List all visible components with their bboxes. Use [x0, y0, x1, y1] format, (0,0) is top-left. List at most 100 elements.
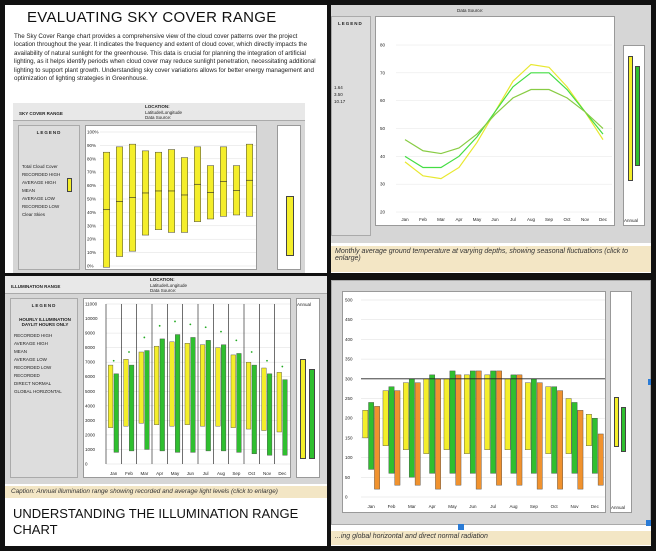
rad-bar-orange — [394, 390, 401, 486]
y-tick-label: 500 — [345, 298, 353, 303]
sky-cover-chart-frame[interactable]: SKY COVER RANGE LOCATION: Latitude/Longi… — [13, 103, 305, 273]
month-label: Jun — [491, 217, 499, 222]
sky-annual-chart — [277, 125, 301, 270]
gt-legend-title: LEGEND — [338, 21, 363, 26]
illum-bar-global — [175, 334, 181, 453]
y-tick-label: 0 — [345, 495, 348, 500]
legend-item: GLOBAL HORIZONTAL — [14, 389, 62, 394]
y-tick-label: 30% — [87, 223, 96, 228]
rad-bar-orange — [536, 382, 543, 490]
rad-bar-orange — [374, 406, 380, 490]
month-label: May — [448, 504, 457, 509]
y-tick-label: 350 — [345, 357, 353, 362]
rad-bar-yellow — [545, 386, 552, 454]
illum-annual-chart: Annual — [296, 298, 320, 478]
rad-bar-yellow — [382, 390, 389, 446]
month-label: Jun — [187, 471, 195, 476]
illum-bar-recorded — [230, 354, 236, 428]
y-tick-label: 100% — [87, 130, 99, 135]
illum-legend-heading: HOURLY ILLUMINATION DAYLIT HOURS ONLY — [19, 317, 71, 327]
resize-handle-right[interactable] — [648, 379, 651, 385]
month-label: Mar — [408, 504, 416, 509]
sky-legend-swatch — [67, 178, 72, 192]
sky-annual-bar — [286, 196, 294, 256]
radiation-chart-frame[interactable]: 500 450 400 350 300 250 200 150 100 50 0 Jan Feb Mar A… — [331, 280, 651, 530]
rad-bar-yellow — [362, 410, 369, 439]
rad-bar-yellow — [565, 398, 572, 454]
illum-point — [174, 320, 176, 323]
illum-chart-title: ILLUMINATION RANGE — [11, 284, 61, 289]
y-tick-label: 150 — [345, 435, 353, 440]
rad-bar-orange — [557, 390, 563, 490]
rad-bar-green — [591, 417, 598, 474]
rad-bar-orange — [496, 370, 502, 486]
y-tick-label: 200 — [345, 416, 353, 421]
illum-caption[interactable]: Caption: Annual illumination range showi… — [5, 486, 327, 498]
month-label: Apr — [156, 471, 164, 476]
legend-item: 1.64 — [334, 85, 343, 90]
gt-caption[interactable]: Monthly average ground temperature at va… — [331, 246, 651, 272]
ground-temp-panel: Data Source: LEGEND 1.64 3.50 10.17 80 70 60… — [331, 5, 651, 273]
month-label: Nov — [581, 217, 590, 222]
y-tick-label: 60% — [87, 183, 96, 188]
illumination-chart-frame[interactable]: ILLUMINATION RANGE LOCATION: Latitude/Lo… — [5, 276, 327, 484]
rad-bar-green — [368, 402, 375, 470]
legend-item: 10.17 — [334, 99, 346, 104]
month-label: Dec — [591, 504, 600, 509]
gt-legend: LEGEND 1.64 3.50 10.17 — [331, 16, 371, 236]
rad-bar-green — [408, 378, 415, 478]
month-label: Oct — [551, 504, 559, 509]
month-label: Jul — [510, 217, 516, 222]
y-tick-label: 80 — [380, 43, 386, 48]
month-label: Apr — [429, 504, 437, 509]
illum-bar-global — [144, 350, 150, 450]
illum-bar-recorded — [276, 372, 282, 433]
month-label: Feb — [419, 217, 427, 222]
resize-handle-bottom[interactable] — [458, 524, 464, 530]
sky-chart-header: SKY COVER RANGE LOCATION: Latitude/Longi… — [13, 103, 305, 121]
rad-annual-bar-2 — [621, 407, 626, 452]
sky-cover-paragraph: The Sky Cover Range chart provides a com… — [14, 33, 316, 83]
illum-point — [189, 323, 192, 326]
illum-point — [235, 339, 238, 342]
legend-item: MEAN — [14, 349, 28, 354]
gt-annual-label: Annual — [624, 218, 639, 223]
illum-point — [158, 324, 161, 327]
gt-annual-bar-1 — [628, 56, 633, 181]
month-label: Nov — [570, 504, 579, 509]
month-label: Feb — [125, 471, 133, 476]
y-tick-label: 40% — [87, 210, 96, 215]
illum-bar-recorded — [215, 347, 221, 427]
y-tick-label: 10% — [87, 250, 96, 255]
rad-bar-green — [469, 370, 476, 474]
y-tick-label: 4000 — [85, 403, 96, 408]
illum-legend-title: LEGEND — [31, 303, 57, 308]
y-tick-label: 70% — [87, 170, 96, 175]
rad-bar-green — [490, 370, 497, 474]
legend-item: AVERAGE LOW — [22, 196, 55, 201]
rad-bar-orange — [475, 370, 482, 490]
month-label: Aug — [527, 217, 536, 222]
sky-source: Data Source: — [145, 115, 172, 120]
month-label: Apr — [455, 217, 463, 222]
illum-heading: UNDERSTANDING THE ILLUMINATION RANGE CHA… — [13, 506, 299, 537]
rad-bar-yellow — [464, 374, 470, 454]
y-tick-label: 30 — [380, 182, 386, 187]
illum-bar-recorded — [138, 351, 144, 424]
sky-cover-panel: EVALUATING SKY COVER RANGE The Sky Cover… — [5, 5, 327, 273]
rad-bar-orange — [597, 433, 604, 486]
y-tick-label: 50% — [87, 197, 96, 202]
illum-chart-header: ILLUMINATION RANGE LOCATION: Latitude/Lo… — [5, 276, 327, 294]
month-label: Mar — [140, 471, 148, 476]
y-tick-label: 0 — [85, 462, 88, 467]
rad-annual-bar-1 — [614, 397, 619, 447]
illumination-svg: 1100010000900080007000600050004000300020… — [85, 302, 290, 476]
y-tick-label: 5000 — [85, 389, 96, 394]
sky-chart-title: SKY COVER RANGE — [19, 111, 63, 116]
rad-caption[interactable]: ...ing global horizontal and direct norm… — [331, 531, 651, 545]
illum-point — [143, 336, 146, 339]
resize-handle-corner[interactable] — [646, 520, 651, 526]
legend-item: RECORDED — [14, 373, 40, 378]
ground-temp-chart-frame[interactable]: Data Source: LEGEND 1.64 3.50 10.17 80 70 60… — [331, 5, 651, 243]
illum-source: Data Source: — [150, 288, 177, 293]
